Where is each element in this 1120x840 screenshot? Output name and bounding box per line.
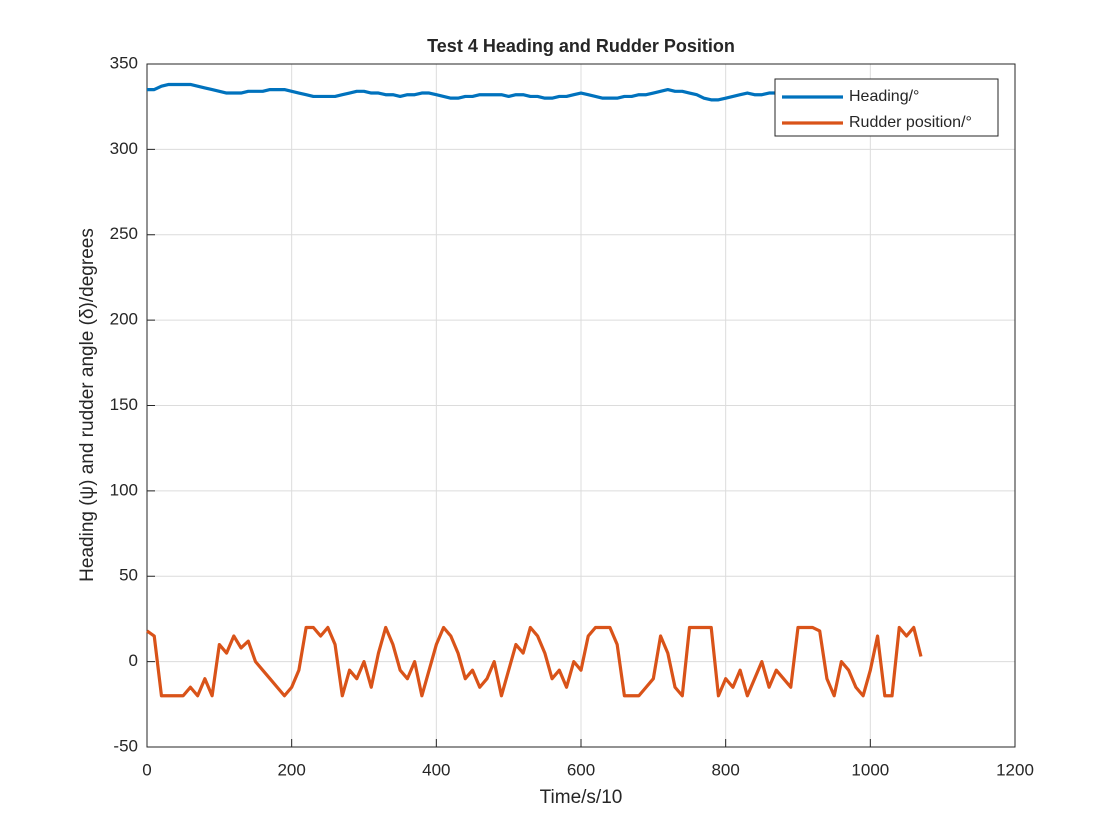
data-line [146,625,923,698]
chart-title: Test 4 Heading and Rudder Position [427,36,735,56]
y-tick-label: 350 [110,53,138,72]
x-tick-label: 200 [277,760,305,779]
x-tick-label: 0 [142,760,151,779]
legend-box [774,78,999,137]
y-axis-label: Heading (ψ) and rudder angle (δ)/degrees [77,228,98,582]
y-tick-label: 50 [119,566,138,585]
x-axis-label: Time/s/10 [540,787,623,808]
legend-label: Rudder position/° [849,114,972,131]
legend-label: Heading/° [849,88,919,105]
y-tick-label: 100 [110,480,138,499]
x-tick-label: 1000 [851,760,889,779]
x-tick-label: 800 [711,760,739,779]
y-tick-label: -50 [113,736,138,755]
y-tick-label: 150 [110,395,138,414]
x-tick-label: 1200 [996,760,1034,779]
y-tick-label: 0 [129,651,138,670]
x-tick-label: 400 [422,760,450,779]
y-tick-label: 300 [110,139,138,158]
y-tick-label: 200 [110,310,138,329]
axes-box [146,63,1016,748]
y-tick-label: 250 [110,224,138,243]
legend: Heading/° Rudder position/° [774,78,999,137]
x-tick-label: 600 [567,760,595,779]
